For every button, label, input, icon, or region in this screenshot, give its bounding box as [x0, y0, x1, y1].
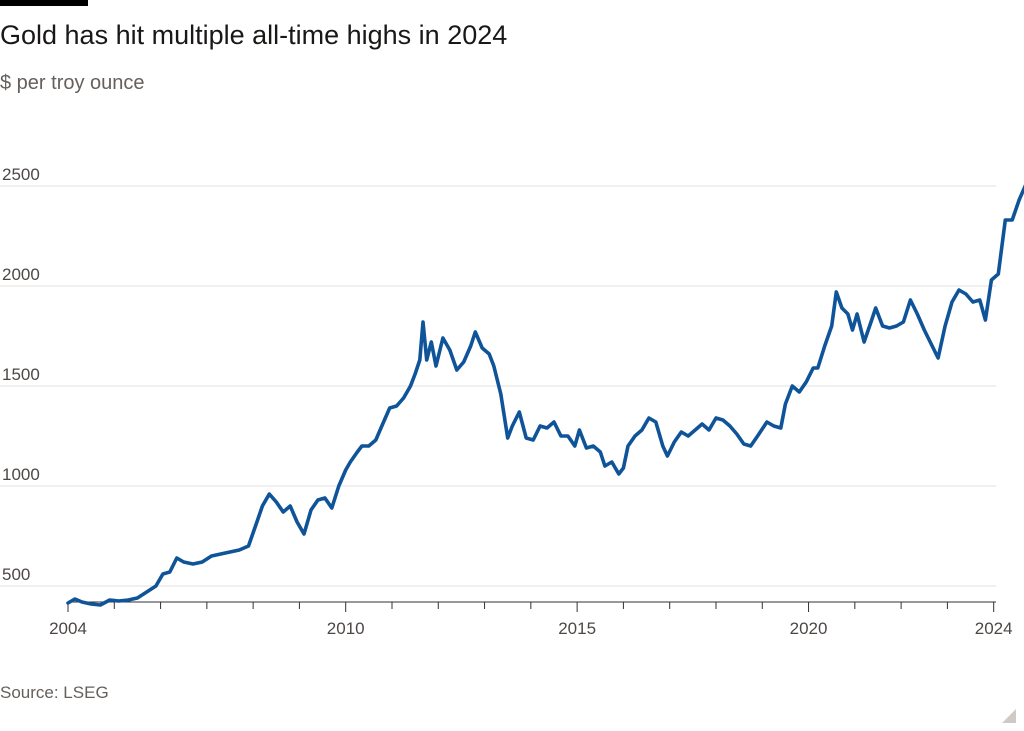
brand-bar	[0, 0, 88, 6]
x-tick-label-2010: 2010	[327, 619, 365, 638]
x-tick-label-2020: 2020	[790, 619, 828, 638]
source-note: Source: LSEG	[0, 683, 109, 702]
x-tick-label-2004: 2004	[49, 619, 87, 638]
x-axis	[67, 601, 996, 612]
y-tick-label-2500: 2500	[2, 165, 40, 184]
x-tick-label-2024: 2024	[975, 619, 1013, 638]
y-tick-label-500: 500	[2, 565, 30, 584]
line-chart: 500 1000 1500 2000 2500 2004 2010 2015 2020 2024	[0, 165, 1024, 638]
series-layer	[66, 184, 1024, 607]
series-line-0	[66, 184, 1024, 607]
chart-title: Gold has hit multiple all-time highs in …	[0, 20, 508, 50]
resize-corner-icon	[1002, 709, 1016, 723]
y-tick-label-2000: 2000	[2, 265, 40, 284]
tick-labels: 500 1000 1500 2000 2500 2004 2010 2015 2020 2024	[2, 165, 1013, 638]
y-tick-label-1000: 1000	[2, 465, 40, 484]
x-tick-label-2015: 2015	[558, 619, 596, 638]
chart-subtitle: $ per troy ounce	[0, 72, 145, 94]
y-tick-label-1500: 1500	[2, 365, 40, 384]
